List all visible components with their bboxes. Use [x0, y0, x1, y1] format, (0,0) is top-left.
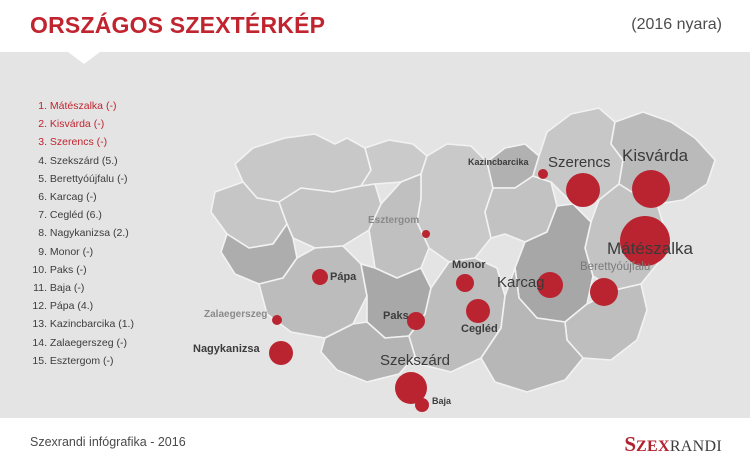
legend-item-name: Pápa [49, 300, 75, 313]
legend-item-name: Szerencs [49, 136, 94, 149]
legend-item-previous-rank: (-) [93, 118, 105, 131]
legend-item-previous-rank: (-) [86, 191, 97, 204]
ranking-legend-list: 1. Mátészalka (-) 2. Kisvárda (-) 3. Szere… [30, 97, 180, 370]
county-pest [416, 143, 494, 263]
szexrandi-logo[interactable]: SZEXRANDI [624, 432, 722, 457]
county-csongrad [480, 267, 584, 393]
bubble-paks [407, 312, 425, 330]
legend-item-name: Paks [49, 263, 74, 276]
bubble-papa [312, 269, 328, 285]
legend-item-nagykanizsa: 8. Nagykanizsa (2.) [30, 224, 180, 242]
legend-item-number: 4. [38, 154, 47, 167]
legend-item-previous-rank: (2.) [112, 227, 129, 240]
legend-item-previous-rank: (-) [96, 136, 108, 149]
legend-item-name: Kazincbarcika [49, 318, 116, 331]
legend-item-number: 9. [38, 245, 47, 258]
legend-item-paks: 10. Paks (-) [30, 261, 180, 279]
page-title: ORSZÁGOS SZEXTÉRKÉP [30, 12, 326, 38]
logo-s: S [624, 432, 637, 456]
bubble-karcag [537, 272, 563, 298]
legend-item-previous-rank: (-) [73, 282, 85, 295]
legend-item-previous-rank: (-) [82, 245, 94, 258]
legend-item-previous-rank: (-) [105, 100, 117, 112]
legend-item-previous-rank: (-) [116, 336, 127, 349]
legend-item-previous-rank: (-) [117, 172, 128, 185]
legend-item-mátészalka: 1. Mátészalka (-) [30, 97, 180, 115]
legend-item-previous-rank: (-) [103, 354, 114, 367]
hungary-map-svg [210, 107, 716, 393]
legend-item-number: 14. [32, 336, 47, 349]
legend-item-previous-rank: (1.) [118, 318, 134, 331]
header-bar: ORSZÁGOS SZEXTÉRKÉP (2016 nyara) [0, 0, 750, 52]
legend-item-number: 1. [38, 100, 47, 112]
legend-item-number: 2. [38, 118, 47, 131]
legend-item-previous-rank: (4.) [77, 300, 94, 313]
legend-item-number: 3. [38, 136, 47, 149]
legend-item-name: Berettyóújfalu [49, 172, 115, 185]
legend-item-number: 8. [38, 227, 47, 240]
legend-item-kazincbarcika: 13. Kazincbarcika (1.) [30, 315, 180, 333]
legend-item-karcag: 6. Karcag (-) [30, 188, 180, 206]
bubble-szerencs [566, 173, 600, 207]
legend-item-name: Cegléd [49, 209, 84, 222]
bubble-kisvarda [632, 170, 670, 208]
legend-item-name: Esztergom [49, 354, 101, 367]
header-notch-triangle [68, 52, 100, 64]
legend-item-berettyóújfalu: 5. Berettyóújfalu (-) [30, 170, 180, 188]
legend-item-name: Nagykanizsa [49, 227, 111, 240]
legend-item-pápa: 12. Pápa (4.) [30, 297, 180, 315]
bubble-nagykanizsa [269, 341, 293, 365]
legend-item-previous-rank: (5.) [101, 154, 118, 167]
legend-item-name: Baja [49, 282, 71, 295]
footer-bar: Szexrandi infógrafika - 2016 SZEXRANDI [0, 418, 750, 470]
legend-item-number: 13. [32, 318, 47, 331]
legend-item-previous-rank: (-) [76, 263, 87, 276]
legend-item-name: Szekszárd [49, 154, 99, 167]
bubble-monor [456, 274, 474, 292]
bubble-esztergom [422, 230, 430, 238]
legend-item-szekszárd: 4. Szekszárd (5.) [30, 152, 180, 170]
bubble-cegled [466, 299, 490, 323]
legend-item-szerencs: 3. Szerencs (-) [30, 133, 180, 151]
bubble-mateszalka [620, 216, 670, 266]
legend-item-baja: 11. Baja (-) [30, 279, 180, 297]
legend-item-number: 5. [38, 172, 47, 185]
hungary-map: Kisvárda Szerencs Kazincbarcika Mátészal… [175, 52, 750, 418]
bubble-kazincbarcika [538, 169, 548, 179]
bubble-berettyoujfalu [590, 278, 618, 306]
legend-item-name: Monor [49, 245, 80, 258]
footer-credit: Szexrandi infógrafika - 2016 [30, 435, 186, 449]
logo-zex: ZEX [636, 438, 670, 455]
legend-item-monor: 9. Monor (-) [30, 243, 180, 261]
legend-item-zalaegerszeg: 14. Zalaegerszeg (-) [30, 334, 180, 352]
legend-item-name: Karcag [49, 191, 84, 204]
legend-item-name: Kisvárda [49, 118, 91, 131]
page-subtitle: (2016 nyara) [631, 16, 722, 33]
legend-item-number: 12. [32, 300, 47, 313]
legend-item-previous-rank: (6.) [86, 209, 102, 222]
legend-item-esztergom: 15. Esztergom (-) [30, 352, 180, 370]
legend-item-number: 6. [38, 191, 47, 204]
legend-item-number: 15. [32, 354, 47, 367]
legend-item-kisvárda: 2. Kisvárda (-) [30, 115, 180, 133]
logo-randi: RANDI [669, 438, 722, 455]
legend-item-name: Zalaegerszeg [49, 336, 114, 349]
county-veszprem [278, 183, 382, 249]
bubble-zalaegerszeg [272, 315, 282, 325]
bubble-baja [415, 398, 429, 412]
legend-item-name: Mátészalka [49, 100, 104, 112]
legend-item-number: 7. [38, 209, 47, 222]
legend-item-number: 11. [33, 282, 47, 295]
main-panel: 1. Mátészalka (-) 2. Kisvárda (-) 3. Szere… [0, 52, 750, 418]
legend-item-cegléd: 7. Cegléd (6.) [30, 206, 180, 224]
county-fejer [368, 173, 430, 279]
legend-item-number: 10. [32, 263, 47, 276]
